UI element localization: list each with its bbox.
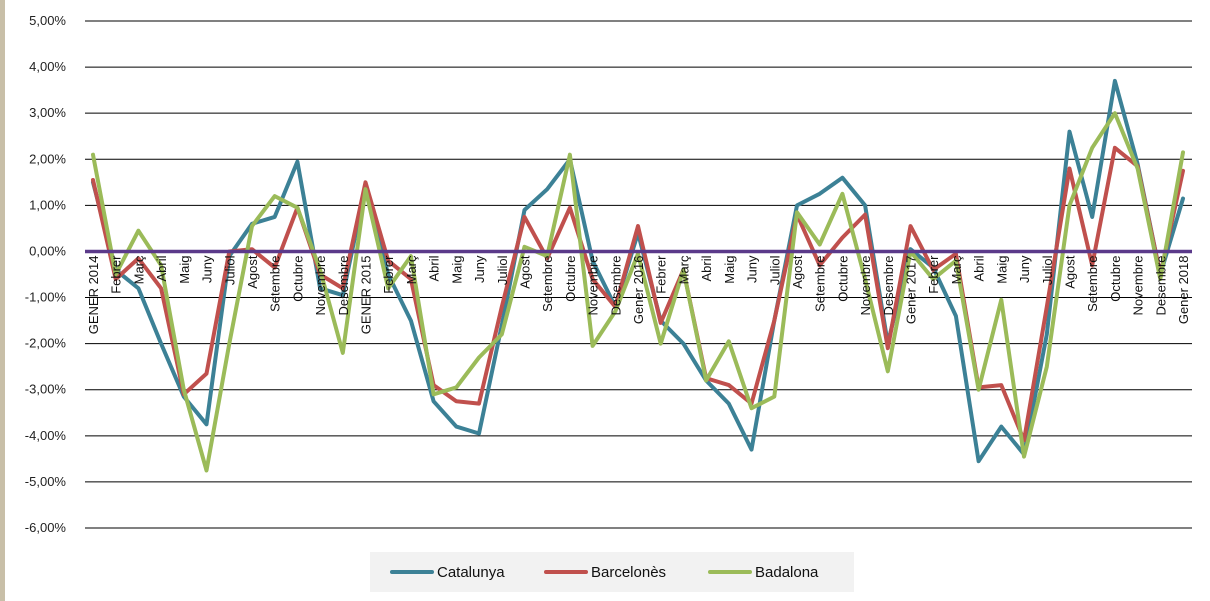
x-tick-label: Agost [790, 255, 805, 289]
legend-box [370, 552, 854, 592]
legend-label: Badalona [755, 564, 819, 581]
x-tick-label: Octubre [1108, 256, 1123, 302]
y-tick-label: 4,00% [29, 59, 66, 74]
x-tick-label: Gener 2018 [1176, 256, 1191, 325]
y-tick-label: -4,00% [25, 428, 67, 443]
x-tick-label: Agost [245, 255, 260, 289]
x-tick-label: Maig [722, 256, 737, 284]
series-line-badalona [91, 111, 1185, 473]
y-tick-label: -3,00% [25, 382, 67, 397]
legend-label: Barcelonès [591, 564, 666, 581]
x-tick-label: Maig [177, 256, 192, 284]
x-tick-label: Març [131, 255, 146, 284]
x-axis-tick-labels: GENER 2014 Febrer Març Abril Maig Juny Juliol A… [86, 255, 1191, 334]
x-tick-label: Juliol [495, 255, 510, 285]
legend: Catalunya Barcelonès Badalona [370, 552, 854, 592]
x-tick-label: Juliol [1040, 255, 1055, 285]
x-tick-label: Febrer [381, 255, 396, 294]
y-tick-label: -2,00% [25, 336, 67, 351]
x-tick-label: GENER 2015 [359, 256, 374, 335]
x-tick-label: Agost [1063, 255, 1078, 289]
x-tick-label: Febrer [654, 255, 669, 294]
y-axis-tick-labels: 5,00% 4,00% 3,00% 2,00% 1,00% 0,00% -1,00% -2,0… [25, 13, 67, 535]
x-tick-label: Juny [200, 255, 215, 283]
x-tick-label: Abril [427, 255, 442, 281]
x-tick-label: GENER 2014 [86, 256, 101, 335]
x-tick-label: Gener 2016 [631, 256, 646, 325]
x-tick-label: Abril [699, 255, 714, 281]
x-tick-label: Juny [472, 255, 487, 283]
y-tick-label: 3,00% [29, 105, 66, 120]
x-tick-label: Novembre [586, 256, 601, 316]
y-tick-label: -1,00% [25, 290, 67, 305]
x-tick-label: Setembre [1085, 256, 1100, 312]
x-tick-label: Maig [994, 256, 1009, 284]
series-line-barcelon-s [91, 145, 1185, 443]
x-tick-label: Febrer [926, 255, 941, 294]
x-tick-label: Maig [449, 256, 464, 284]
x-tick-label: Juliol [767, 255, 782, 285]
x-tick-label: Desembre [608, 256, 623, 316]
y-tick-label: -5,00% [25, 474, 67, 489]
x-tick-label: Gener 2017 [904, 256, 919, 325]
legend-label: Catalunya [437, 564, 505, 581]
x-tick-label: Desembre [881, 256, 896, 316]
x-tick-label: Novembre [1131, 256, 1146, 316]
y-tick-label: 5,00% [29, 13, 66, 28]
x-tick-label: Octubre [290, 256, 305, 302]
y-tick-label: 1,00% [29, 197, 66, 212]
x-tick-label: Març [404, 255, 419, 284]
x-tick-label: Agost [518, 255, 533, 289]
x-tick-label: Juliol [222, 255, 237, 285]
x-tick-label: Juny [745, 255, 760, 283]
x-tick-label: Novembre [313, 256, 328, 316]
x-tick-label: Setembre [813, 256, 828, 312]
x-tick-label: Octubre [835, 256, 850, 302]
left-border-rule [0, 0, 5, 601]
y-tick-label: 2,00% [29, 151, 66, 166]
x-tick-label: Setembre [540, 256, 555, 312]
x-tick-label: Desembre [336, 256, 351, 316]
x-tick-label: Abril [972, 255, 987, 281]
series-lines [91, 78, 1185, 473]
x-tick-label: Setembre [268, 256, 283, 312]
x-tick-label: Març [949, 255, 964, 284]
x-tick-label: Abril [154, 255, 169, 281]
x-tick-label: Febrer [109, 255, 124, 294]
y-tick-label: -6,00% [25, 520, 67, 535]
x-tick-label: Octubre [563, 256, 578, 302]
x-tick-label: Març [676, 255, 691, 284]
x-tick-label: Juny [1017, 255, 1032, 283]
x-tick-label: Novembre [858, 256, 873, 316]
x-tick-label: Desembre [1153, 256, 1168, 316]
y-tick-label: 0,00% [29, 243, 66, 258]
